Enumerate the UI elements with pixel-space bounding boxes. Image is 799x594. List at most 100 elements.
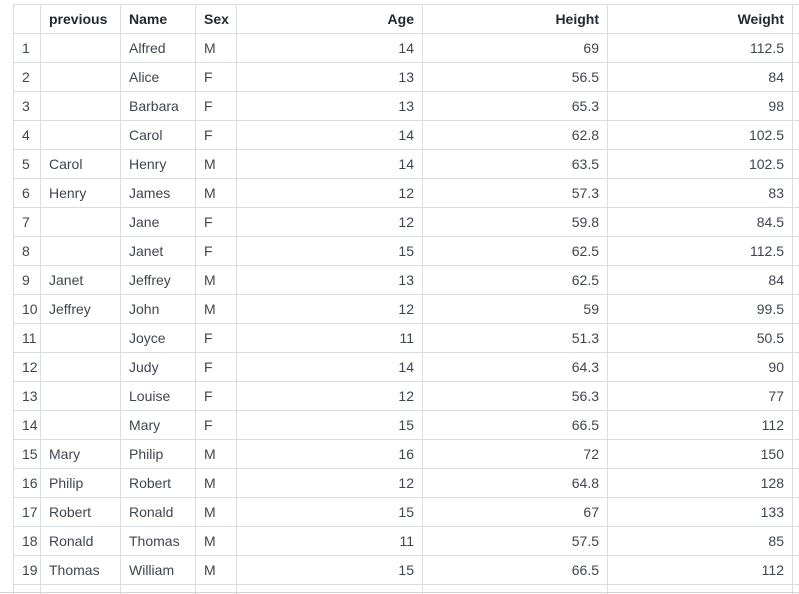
cell-sex: F	[195, 91, 237, 121]
cell-age: 12	[236, 381, 423, 411]
cell-height: 67	[422, 497, 608, 527]
table-row: 3 Barbara F 13 65.3 98	[13, 91, 799, 121]
table-row: 6 Henry James M 12 57.3 83	[13, 178, 799, 208]
cell-name: James	[120, 178, 196, 208]
cell-previous	[40, 381, 121, 411]
cell-sex: F	[195, 323, 237, 353]
column-header-height: Height	[422, 4, 608, 34]
table-row: 12 Judy F 14 64.3 90	[13, 352, 799, 382]
cell-clipped	[792, 439, 799, 469]
cell-weight: 84	[607, 62, 793, 92]
cell-age: 12	[236, 294, 423, 324]
horizontal-scrollbar[interactable]	[0, 592, 799, 593]
cell-name: Alice	[120, 62, 196, 92]
cell-clipped	[792, 294, 799, 324]
cell-clipped	[792, 62, 799, 92]
cell-weight: 50.5	[607, 323, 793, 353]
row-number-cell: 2	[13, 62, 41, 92]
cell-clipped	[792, 468, 799, 498]
cell-clipped	[792, 33, 799, 63]
cell-age: 15	[236, 555, 423, 585]
cell-age: 16	[236, 439, 423, 469]
cell-name: Louise	[120, 381, 196, 411]
cell-weight: 99.5	[607, 294, 793, 324]
table-row: 2 Alice F 13 56.5 84	[13, 62, 799, 92]
column-header-name: Name	[120, 4, 196, 34]
cell-previous	[40, 207, 121, 237]
cell-name: Jane	[120, 207, 196, 237]
column-header-clipped	[792, 4, 799, 34]
cell-previous: Robert	[40, 497, 121, 527]
table-row: 8 Janet F 15 62.5 112.5	[13, 236, 799, 266]
table-row: 16 Philip Robert M 12 64.8 128	[13, 468, 799, 498]
cell-age: 13	[236, 91, 423, 121]
cell-name: Judy	[120, 352, 196, 382]
row-number-cell: 3	[13, 91, 41, 121]
cell-weight: 102.5	[607, 149, 793, 179]
row-number-cell: 8	[13, 236, 41, 266]
cell-sex: M	[195, 265, 237, 295]
cell-age: 14	[236, 33, 423, 63]
table-row: 10 Jeffrey John M 12 59 99.5	[13, 294, 799, 324]
class-data-table: previous Name Sex Age Height Weight 1 Alf…	[13, 4, 799, 594]
cell-previous	[40, 91, 121, 121]
cell-previous	[40, 352, 121, 382]
column-header-rownum	[13, 4, 41, 34]
row-number-cell: 13	[13, 381, 41, 411]
table-row: 14 Mary F 15 66.5 112	[13, 410, 799, 440]
cell-weight: 112	[607, 555, 793, 585]
cell-name: Janet	[120, 236, 196, 266]
cell-weight: 84	[607, 265, 793, 295]
cell-sex: F	[195, 410, 237, 440]
cell-name: Mary	[120, 410, 196, 440]
cell-height: 66.5	[422, 410, 608, 440]
column-header-sex: Sex	[195, 4, 237, 34]
cell-clipped	[792, 120, 799, 150]
cell-age: 13	[236, 62, 423, 92]
cell-name: Henry	[120, 149, 196, 179]
row-number-cell: 15	[13, 439, 41, 469]
cell-name: Ronald	[120, 497, 196, 527]
cell-previous: Henry	[40, 178, 121, 208]
cell-name: Alfred	[120, 33, 196, 63]
column-header-weight: Weight	[607, 4, 793, 34]
table-row: 18 Ronald Thomas M 11 57.5 85	[13, 526, 799, 556]
cell-sex: M	[195, 439, 237, 469]
cell-height: 51.3	[422, 323, 608, 353]
cell-age: 11	[236, 526, 423, 556]
cell-weight: 98	[607, 91, 793, 121]
cell-age: 14	[236, 120, 423, 150]
row-number-cell: 11	[13, 323, 41, 353]
cell-sex: F	[195, 120, 237, 150]
cell-weight: 112	[607, 410, 793, 440]
column-header-previous: previous	[40, 4, 121, 34]
table-row: 17 Robert Ronald M 15 67 133	[13, 497, 799, 527]
cell-age: 11	[236, 323, 423, 353]
row-number-cell: 10	[13, 294, 41, 324]
cell-weight: 112.5	[607, 236, 793, 266]
cell-height: 65.3	[422, 91, 608, 121]
cell-height: 69	[422, 33, 608, 63]
cell-age: 15	[236, 236, 423, 266]
row-number-cell: 16	[13, 468, 41, 498]
cell-weight: 150	[607, 439, 793, 469]
cell-previous	[40, 323, 121, 353]
cell-height: 62.5	[422, 265, 608, 295]
cell-clipped	[792, 265, 799, 295]
cell-previous: Philip	[40, 468, 121, 498]
cell-height: 57.5	[422, 526, 608, 556]
cell-previous: Janet	[40, 265, 121, 295]
cell-clipped	[792, 207, 799, 237]
cell-height: 63.5	[422, 149, 608, 179]
cell-clipped	[792, 497, 799, 527]
cell-height: 64.8	[422, 468, 608, 498]
row-number-cell: 6	[13, 178, 41, 208]
cell-previous	[40, 62, 121, 92]
cell-sex: M	[195, 468, 237, 498]
cell-age: 12	[236, 207, 423, 237]
cell-name: William	[120, 555, 196, 585]
cell-sex: M	[195, 294, 237, 324]
cell-name: Thomas	[120, 526, 196, 556]
cell-age: 15	[236, 410, 423, 440]
cell-sex: M	[195, 149, 237, 179]
